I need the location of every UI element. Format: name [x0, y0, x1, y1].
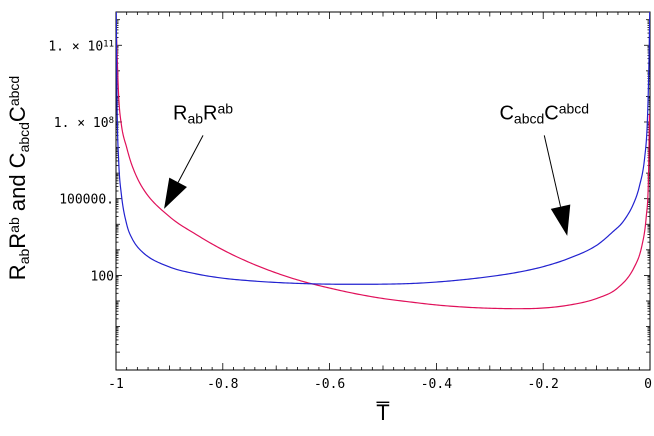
label-part: ab — [217, 100, 233, 116]
y-tick-exponent: 11 — [103, 39, 114, 49]
label-part: ab — [6, 217, 22, 233]
y-tick-mantissa: 1. × 10 — [54, 116, 109, 131]
series-line-weyl — [116, 12, 650, 285]
label-part: and C — [5, 152, 30, 217]
x-tick-label: 0 — [644, 377, 652, 392]
annotations: RabRab CabcdCabcd — [164, 100, 589, 236]
series-group — [116, 12, 650, 310]
label-part: abcd — [514, 111, 544, 127]
x-tick-label: -0.6 — [314, 377, 345, 392]
arrow-shaft-weyl — [543, 135, 562, 207]
x-axis-label: T̅ — [376, 400, 390, 425]
y-axis-label: RabRab and CabcdCabcd — [5, 76, 32, 280]
label-part: R — [203, 102, 217, 124]
label-part: R — [5, 233, 30, 249]
label-part: C — [5, 106, 30, 122]
x-tick-label: -0.4 — [421, 377, 452, 392]
x-tick-label: -0.8 — [207, 377, 238, 392]
annotation-weyl: CabcdCabcd — [499, 100, 589, 126]
label-part: R — [173, 102, 187, 124]
x-tick-label: -0.2 — [528, 377, 559, 392]
label-part: abcd — [6, 76, 22, 106]
y-tick-label: 100000. — [59, 193, 114, 208]
label-part: ab — [16, 249, 32, 265]
y-tick-label: 100 — [91, 269, 114, 284]
x-axis: -1 -0.8 -0.6 -0.4 -0.2 0 — [108, 12, 652, 392]
series-line-ricci — [116, 37, 650, 310]
label-part: abcd — [16, 122, 32, 152]
label-part: C — [499, 102, 513, 124]
x-tick-label: -1 — [108, 377, 124, 392]
arrow-head-weyl — [550, 204, 571, 236]
arrow-shaft-ricci — [177, 135, 204, 183]
label-part: ab — [187, 111, 203, 127]
arrow-head-ricci — [164, 177, 187, 209]
y-tick-label: 1. × 1011 — [48, 39, 114, 54]
annotation-ricci: RabRab — [173, 100, 233, 126]
label-part: C — [544, 102, 558, 124]
y-tick-label: 1. × 108 — [54, 116, 114, 131]
label-part: R — [5, 264, 30, 280]
y-tick-exponent: 8 — [109, 116, 114, 126]
y-tick-mantissa: 1. × 10 — [48, 39, 103, 54]
plot-frame — [115, 11, 651, 371]
label-part: abcd — [559, 100, 589, 116]
